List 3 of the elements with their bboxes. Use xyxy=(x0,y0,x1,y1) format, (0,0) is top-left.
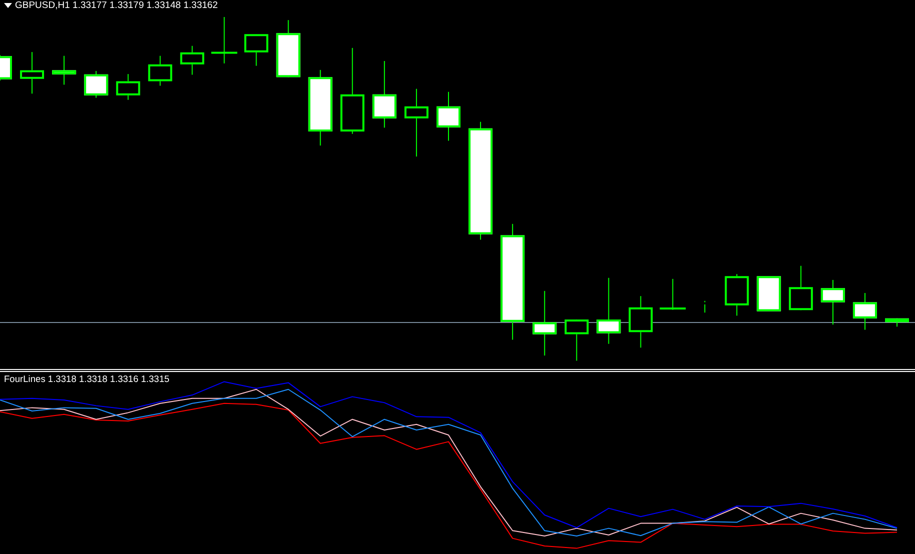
chart-title: GBPUSD,H1 1.33177 1.33179 1.33148 1.33162 xyxy=(15,0,218,12)
chart-title: FourLines 1.3318 1.3318 1.3316 1.3315 xyxy=(4,373,170,386)
candlestick xyxy=(756,276,781,312)
